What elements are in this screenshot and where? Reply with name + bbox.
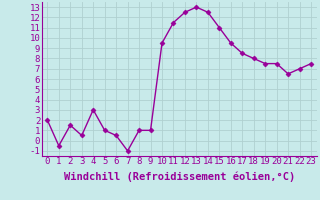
X-axis label: Windchill (Refroidissement éolien,°C): Windchill (Refroidissement éolien,°C)	[64, 172, 295, 182]
